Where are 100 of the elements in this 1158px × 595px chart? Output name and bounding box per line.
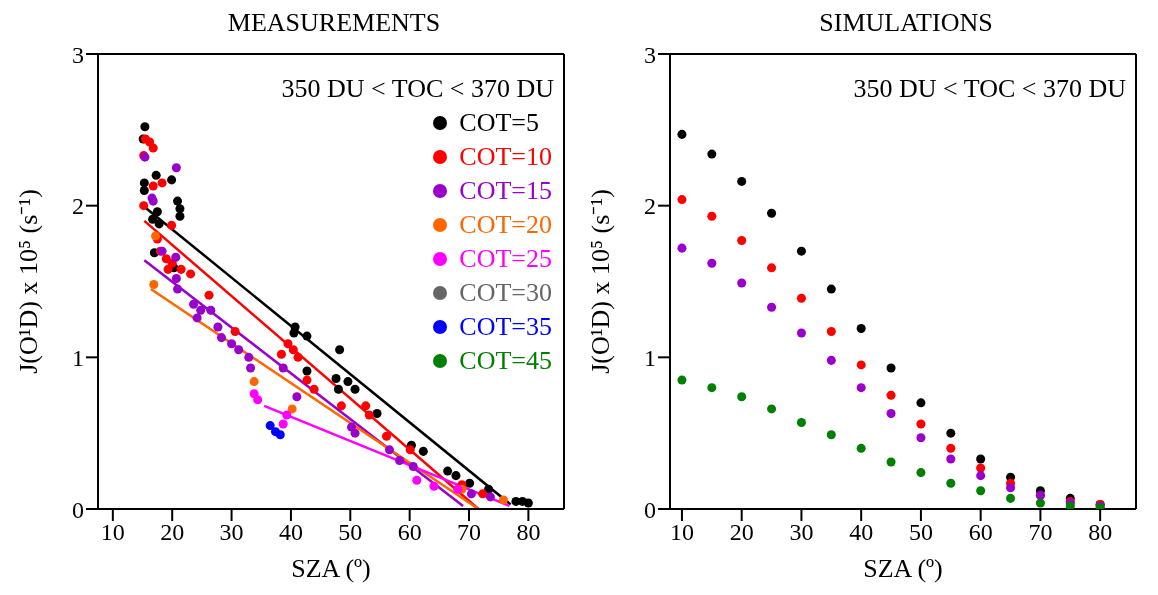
- point: [287, 404, 297, 414]
- point: [451, 471, 461, 481]
- y-tick-label: 2: [644, 193, 656, 220]
- point: [946, 478, 956, 488]
- point: [1006, 493, 1016, 503]
- y-tick-label: 1: [72, 344, 84, 371]
- annotation: 350 DU < TOC < 370 DU: [853, 74, 1126, 104]
- point: [152, 207, 162, 217]
- point: [453, 484, 463, 494]
- x-tick-label: 10: [669, 519, 694, 546]
- point: [148, 181, 158, 191]
- point: [737, 176, 747, 186]
- point: [916, 398, 926, 408]
- point: [276, 349, 286, 359]
- point: [796, 246, 806, 256]
- point: [767, 208, 777, 218]
- point: [288, 345, 298, 355]
- x-tick-label: 20: [729, 519, 754, 546]
- point: [206, 305, 216, 315]
- point: [364, 410, 374, 420]
- point: [139, 201, 149, 211]
- point: [826, 355, 836, 365]
- point: [1006, 483, 1016, 493]
- annotation: 350 DU < TOC < 370 DU: [281, 74, 554, 104]
- y-axis-title: J(O¹D) x 10⁵ (s⁻¹): [586, 189, 616, 374]
- x-tick-label: 10: [100, 519, 125, 546]
- point: [856, 324, 866, 334]
- point: [343, 377, 353, 387]
- point: [331, 374, 341, 384]
- x-tick-label: 70: [1028, 519, 1053, 546]
- point: [707, 149, 717, 159]
- point: [230, 327, 240, 337]
- point: [350, 428, 360, 438]
- point: [767, 302, 777, 312]
- y-axis-title: J(O¹D) x 10⁵ (s⁻¹): [14, 189, 44, 374]
- legend-label: COT=15: [459, 175, 552, 207]
- point: [737, 278, 747, 288]
- point: [265, 421, 275, 431]
- legend-label: COT=20: [459, 209, 552, 241]
- point: [148, 214, 158, 224]
- point: [856, 443, 866, 453]
- y-tick-label: 0: [72, 496, 84, 523]
- point: [946, 454, 956, 464]
- point: [767, 263, 777, 273]
- point: [292, 392, 302, 402]
- y-tick-label: 1: [644, 344, 656, 371]
- point: [737, 236, 747, 246]
- point: [302, 366, 312, 376]
- point: [498, 495, 508, 505]
- point: [293, 352, 303, 362]
- point: [408, 462, 418, 472]
- point: [275, 430, 285, 440]
- point: [946, 428, 956, 438]
- chart-title: SIMULATIONS: [819, 8, 993, 37]
- point: [1035, 498, 1045, 508]
- point: [234, 345, 244, 355]
- point: [253, 395, 263, 405]
- point: [976, 471, 986, 481]
- legend-label: COT=35: [459, 311, 552, 343]
- x-axis-title: SZA (º): [291, 554, 371, 583]
- x-tick-label: 80: [516, 519, 541, 546]
- point: [227, 339, 237, 349]
- point: [826, 430, 836, 440]
- point: [186, 269, 196, 279]
- point: [478, 489, 488, 499]
- y-tick-label: 2: [72, 193, 84, 220]
- point: [249, 377, 259, 387]
- point: [309, 384, 319, 394]
- point: [381, 431, 392, 441]
- point: [157, 178, 167, 188]
- point: [335, 345, 345, 355]
- point: [282, 410, 292, 420]
- point: [302, 375, 312, 385]
- point: [916, 433, 926, 443]
- point: [796, 328, 806, 338]
- point: [171, 252, 181, 262]
- point: [485, 492, 495, 502]
- point: [677, 195, 687, 205]
- point: [372, 408, 382, 418]
- point: [405, 445, 415, 455]
- point: [418, 446, 428, 456]
- point: [167, 220, 177, 230]
- point: [140, 122, 150, 132]
- x-tick-label: 50: [338, 519, 363, 546]
- point: [278, 419, 288, 429]
- point: [429, 481, 439, 491]
- x-tick-label: 80: [1088, 519, 1113, 546]
- point: [161, 254, 171, 264]
- point: [886, 457, 896, 467]
- legend-label: COT=10: [459, 141, 552, 173]
- point: [163, 264, 173, 274]
- point: [916, 468, 926, 478]
- x-tick-label: 40: [278, 519, 303, 546]
- point: [677, 375, 687, 385]
- point: [175, 204, 185, 214]
- point: [176, 264, 186, 274]
- point: [412, 475, 422, 485]
- point: [395, 455, 405, 465]
- legend-label: COT=25: [459, 243, 552, 275]
- legend-label: COT=5: [459, 107, 539, 139]
